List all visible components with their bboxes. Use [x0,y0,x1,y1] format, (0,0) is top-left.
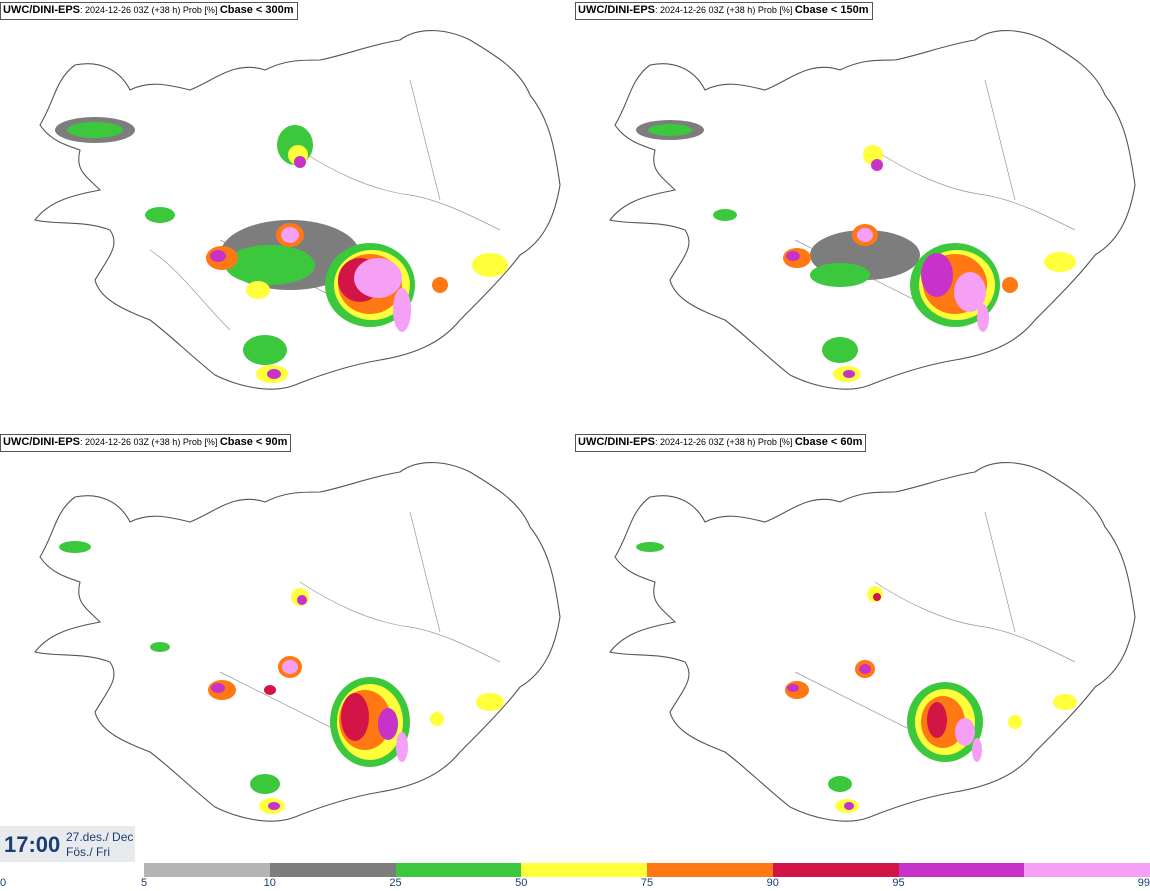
legend-color-segment [1024,863,1150,877]
weekday-line: Fös./ Fri [66,845,110,859]
legend-tick-label: 50 [515,877,528,889]
map-panel-top-right: UWC/DINI-EPS: 2024-12-26 03Z (+38 h) Pro… [575,0,1150,432]
model-name: UWC/DINI-EPS [578,4,655,16]
field-name: Cbase < 90m [219,436,288,448]
legend-tick-label: 25 [389,877,402,889]
iceland-map [609,29,1136,390]
legend-tick-label: 99 [1137,877,1150,889]
legend-color-segment [144,863,270,877]
run-info: : 2024-12-26 03Z (+38 h) Prob [%] [80,5,220,15]
date-line: 27.des./ Dec [66,830,134,844]
run-info: : 2024-12-26 03Z (+38 h) Prob [%] [655,5,795,15]
legend-tick-label: 10 [263,877,276,889]
iceland-map [34,29,561,390]
legend-tick-label: 95 [892,877,905,889]
legend-tick-label: 90 [766,877,779,889]
run-info: : 2024-12-26 03Z (+38 h) Prob [%] [80,437,220,447]
legend-color-segment [647,863,773,877]
map-panel-bottom-left: UWC/DINI-EPS: 2024-12-26 03Z (+38 h) Pro… [0,432,575,864]
panel-title: UWC/DINI-EPS: 2024-12-26 03Z (+38 h) Pro… [575,434,867,452]
legend-color-segment [772,863,899,877]
legend-tick-label: 5 [140,877,148,889]
model-name: UWC/DINI-EPS [3,4,80,16]
field-name: Cbase < 150m [794,4,869,16]
legend-color-segment [521,863,647,877]
panel-title: UWC/DINI-EPS: 2024-12-26 03Z (+38 h) Pro… [0,434,292,452]
iceland-map [34,461,561,822]
iceland-map [609,461,1136,822]
field-name: Cbase < 300m [219,4,294,16]
valid-time: 17:00 [4,832,61,857]
probability-legend [144,863,1150,877]
legend-color-segment [898,863,1025,877]
legend-tick-label: 75 [640,877,654,889]
legend-tick-label: 0 [0,877,7,889]
panel-title: UWC/DINI-EPS: 2024-12-26 03Z (+38 h) Pro… [0,2,298,20]
field-name: Cbase < 60m [794,436,863,448]
legend-color-segment [269,863,396,877]
panel-title: UWC/DINI-EPS: 2024-12-26 03Z (+38 h) Pro… [575,2,873,20]
run-info: : 2024-12-26 03Z (+38 h) Prob [%] [655,437,795,447]
model-name: UWC/DINI-EPS [3,436,80,448]
valid-date: 27.des./ Dec Fös./ Fri [66,830,133,860]
map-panel-top-left: UWC/DINI-EPS: 2024-12-26 03Z (+38 h) Pro… [0,0,575,432]
map-panel-bottom-right: UWC/DINI-EPS: 2024-12-26 03Z (+38 h) Pro… [575,432,1150,864]
model-name: UWC/DINI-EPS [578,436,655,448]
valid-time-box: 17:00 27.des./ Dec Fös./ Fri [0,826,135,862]
legend-color-segment [395,863,522,877]
